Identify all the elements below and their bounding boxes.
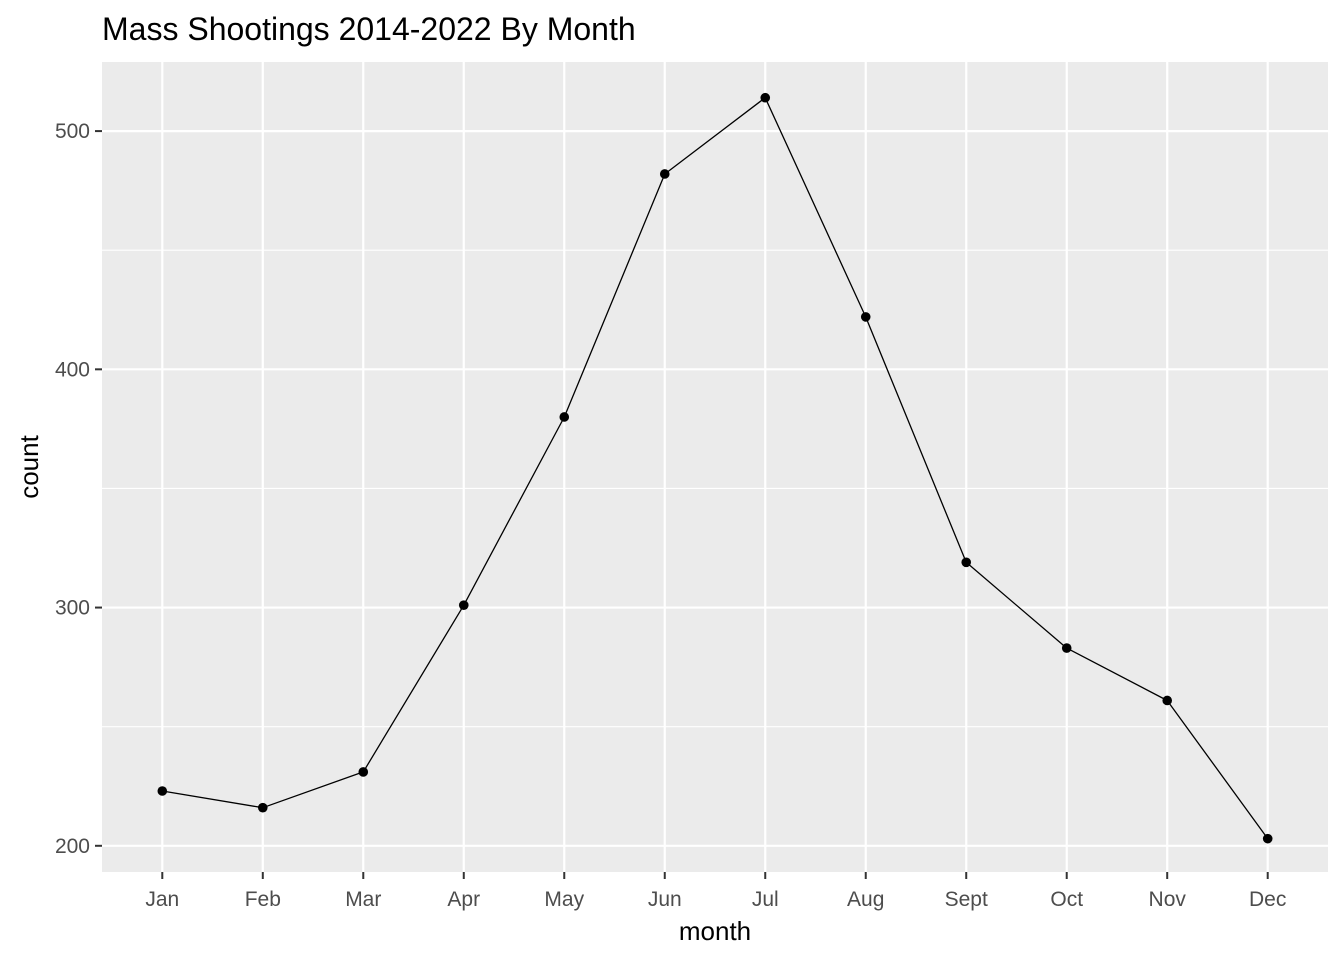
x-tick-label-8: Sept <box>945 888 988 911</box>
minor-gridlines <box>102 249 1328 728</box>
data-point-oct <box>1061 643 1072 653</box>
chart-title: Mass Shootings 2014-2022 By Month <box>102 11 636 47</box>
y-tick-label-2: 400 <box>55 358 90 381</box>
data-point-jan <box>157 786 168 796</box>
x-tick-label-5: Jun <box>648 888 682 911</box>
y-axis-label: count <box>14 434 44 498</box>
y-tick-label-1: 300 <box>55 597 90 620</box>
x-tick-label-2: Mar <box>345 888 381 911</box>
x-tick-label-10: Nov <box>1149 888 1187 911</box>
x-axis-label: month <box>679 916 751 946</box>
x-tick-label-9: Oct <box>1050 888 1083 911</box>
plot-panel <box>102 62 1328 872</box>
data-point-apr <box>458 600 469 610</box>
data-point-dec <box>1262 833 1273 844</box>
x-tick-label-0: Jan <box>145 888 179 911</box>
data-point-aug <box>860 312 871 322</box>
x-tick-label-7: Aug <box>847 888 884 911</box>
data-point-may <box>559 412 570 422</box>
x-axis: Jan Feb Mar Apr May Jun Jul Aug Sept Oct Nov Dec <box>145 872 1286 911</box>
y-tick-label-3: 500 <box>55 120 90 143</box>
x-tick-label-11: Dec <box>1249 888 1286 911</box>
x-tick-label-4: May <box>544 888 584 911</box>
data-point-jul <box>760 92 771 103</box>
major-gridlines <box>102 62 1328 872</box>
data-point-mar <box>358 767 369 777</box>
x-tick-label-1: Feb <box>245 888 281 911</box>
y-tick-label-0: 200 <box>55 835 90 858</box>
x-tick-label-3: Apr <box>447 888 480 911</box>
series-line-0 <box>162 97 1269 839</box>
y-axis: 200 300 400 500 <box>55 120 102 858</box>
data-point-feb <box>257 802 268 813</box>
data-point-nov <box>1162 695 1173 706</box>
data-point-sept <box>961 557 972 568</box>
x-tick-label-6: Jul <box>752 888 779 911</box>
series-layer <box>157 92 1273 844</box>
data-point-jun <box>659 169 670 179</box>
